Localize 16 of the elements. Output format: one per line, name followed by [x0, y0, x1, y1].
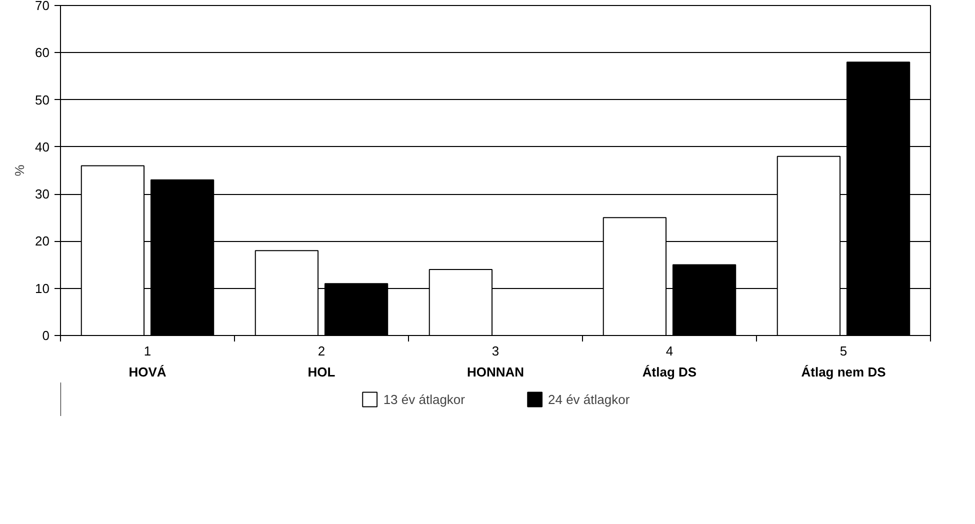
y-tick-label: 30	[35, 186, 50, 202]
category-label: 4 Átlag DS	[642, 344, 697, 380]
y-tick-label: 10	[35, 280, 50, 296]
y-tick-label: 40	[35, 139, 50, 154]
category-label: 2 HOL	[308, 344, 336, 380]
category-label: 1 HOVÁ	[128, 344, 166, 380]
legend-label: 24 év átlagkor	[548, 392, 630, 406]
y-tick-label: 70	[35, 0, 50, 13]
y-tick-label: 60	[35, 45, 50, 60]
category-label: 3 HONNAN	[466, 344, 524, 380]
legend-label: 13 év átlagkor	[383, 392, 465, 406]
category-label: 5 Átlag nem DS	[801, 344, 886, 380]
y-tick-label: 50	[35, 92, 50, 108]
y-tick-label: 20	[35, 234, 50, 249]
y-tick-label: 0	[42, 328, 50, 343]
y-axis-title: %	[12, 164, 28, 176]
